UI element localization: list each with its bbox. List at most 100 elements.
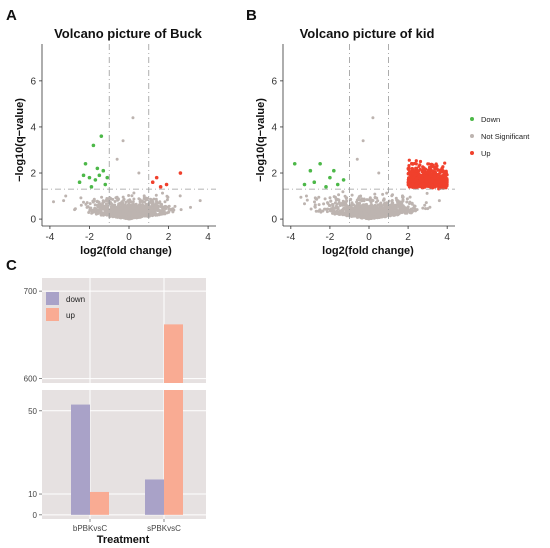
down-point: [91, 143, 96, 148]
ns-point: [401, 198, 405, 202]
ns-point: [115, 196, 119, 200]
up-point: [417, 174, 421, 178]
ns-point: [341, 209, 344, 213]
down-point: [103, 182, 108, 187]
down-point: [335, 182, 340, 187]
y-tick-label: 2: [30, 169, 36, 180]
up-point: [422, 169, 426, 173]
up-point: [425, 177, 429, 181]
up-point: [415, 181, 420, 185]
ns-point: [153, 210, 157, 214]
x-axis-label-kid: log2(fold change): [322, 245, 414, 257]
down-point: [89, 185, 94, 189]
ns-point: [115, 157, 119, 161]
up-point: [154, 175, 159, 180]
ns-point: [426, 207, 430, 211]
ns-point: [413, 207, 417, 211]
ns-point: [407, 209, 411, 213]
ns-point: [390, 201, 394, 205]
y-tick-label: 4: [30, 122, 36, 133]
ns-point: [109, 211, 113, 215]
legend-label-down: down: [66, 295, 85, 304]
up-point: [438, 179, 442, 184]
down-point: [318, 161, 322, 166]
ns-point: [369, 200, 373, 204]
up-point: [411, 162, 415, 166]
volcano-plot-buck: Volcano picture of Buck -4 -2 0 2 4 0 2 4 6 log2…: [14, 26, 216, 257]
ns-point: [334, 212, 338, 216]
ns-point: [161, 212, 165, 216]
ns-point: [142, 194, 146, 198]
x-tick-label: 0: [126, 232, 132, 243]
ns-point: [143, 197, 146, 200]
ns-point: [370, 209, 374, 213]
ns-point: [314, 197, 318, 201]
ns-point: [163, 200, 167, 204]
down-point: [93, 178, 98, 182]
ns-point: [109, 197, 113, 201]
ns-point: [424, 201, 428, 205]
up-point: [433, 172, 437, 176]
ns-point: [322, 202, 326, 206]
ns-point: [130, 214, 134, 218]
ns-point: [178, 194, 182, 198]
ns-point: [133, 210, 137, 214]
ns-point: [337, 213, 341, 216]
ns-point: [326, 201, 329, 205]
ns-point: [179, 208, 183, 212]
ns-point: [121, 215, 125, 219]
up-point: [164, 182, 169, 187]
bar-down-bPBKvsC: [71, 404, 90, 515]
ns-point: [112, 211, 116, 215]
down-point: [332, 168, 336, 173]
ns-point: [367, 210, 371, 214]
ns-point: [97, 204, 101, 208]
ns-point: [118, 201, 122, 205]
ns-point: [160, 203, 163, 207]
up-point: [428, 178, 432, 182]
ns-point: [393, 213, 397, 217]
ns-point: [104, 199, 108, 202]
y-tick-label: 2: [271, 169, 277, 180]
ns-point: [198, 199, 202, 203]
up-point: [407, 158, 411, 162]
up-point: [422, 166, 426, 170]
ns-point: [421, 206, 425, 210]
ns-point: [79, 203, 83, 207]
ns-point: [317, 209, 321, 213]
bar-up-sPBKvsC-upper: [164, 324, 183, 383]
up-point: [442, 182, 446, 186]
ns-point: [165, 198, 169, 202]
up-point: [413, 178, 417, 182]
ns-point: [389, 204, 393, 208]
ns-point: [377, 171, 381, 175]
ns-point: [357, 201, 361, 205]
ns-point: [360, 197, 364, 201]
ns-point: [85, 201, 89, 205]
y-tick-label: 6: [271, 76, 277, 87]
plot-area: [283, 44, 455, 226]
ns-point: [350, 193, 354, 197]
ns-point: [132, 197, 136, 201]
up-point: [427, 162, 431, 166]
ns-point: [130, 194, 134, 198]
ns-point: [367, 215, 371, 219]
up-point: [150, 180, 155, 185]
ns-point: [110, 203, 114, 207]
ns-point: [100, 195, 104, 199]
ns-point: [117, 210, 121, 214]
y-tick-label: 4: [271, 122, 277, 133]
up-point: [439, 169, 443, 174]
up-point: [409, 178, 413, 182]
ns-point: [331, 205, 335, 209]
up-point: [413, 183, 417, 187]
ns-point: [113, 200, 117, 203]
ns-point: [126, 212, 130, 216]
up-point: [428, 171, 432, 175]
chart-title-buck: Volcano picture of Buck: [54, 26, 203, 41]
ns-point: [372, 206, 376, 210]
ns-point: [143, 200, 146, 204]
up-point: [425, 183, 429, 187]
ns-point: [357, 196, 360, 200]
ns-point: [400, 205, 404, 209]
